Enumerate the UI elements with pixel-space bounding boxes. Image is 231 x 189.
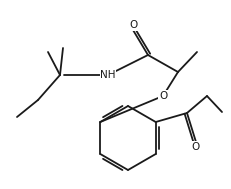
- Text: O: O: [192, 142, 200, 152]
- Text: NH: NH: [100, 70, 116, 80]
- Text: O: O: [159, 91, 167, 101]
- Text: O: O: [129, 20, 137, 30]
